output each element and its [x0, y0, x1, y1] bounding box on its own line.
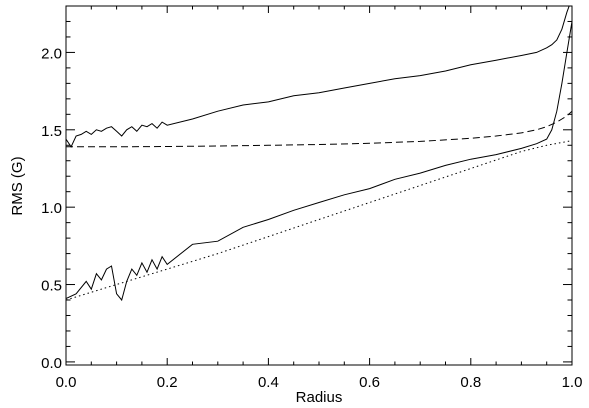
series-lines: [66, 6, 572, 302]
x-tick-label: 0.2: [157, 374, 178, 391]
y-tick-label: 1.0: [41, 200, 62, 217]
series-line-solid-2: [66, 21, 572, 302]
y-tick-label: 2.0: [41, 45, 62, 62]
x-tick-label: 0.8: [460, 374, 481, 391]
series-line-dotted-3: [66, 140, 572, 301]
series-line-solid-0: [66, 6, 570, 148]
x-tick-label: 0.0: [56, 374, 77, 391]
y-tick-label: 1.5: [41, 123, 62, 140]
x-tick-label: 1.0: [562, 374, 583, 391]
y-axis-label: RMS (G): [9, 156, 26, 215]
plot-frame: [65, 5, 573, 366]
y-tick-label: 0.0: [41, 355, 62, 372]
series-line-dashed-1: [66, 110, 572, 148]
y-tick-label: 0.5: [41, 278, 62, 295]
x-tick-label: 0.6: [359, 374, 380, 391]
tick-labels: 0.0 0.2 0.4 0.6 0.8 1.0 0.0 0.5 1.0 1.5 2.0: [41, 45, 582, 391]
x-tick-label: 0.4: [258, 374, 279, 391]
x-axis-label: Radius: [296, 389, 343, 406]
